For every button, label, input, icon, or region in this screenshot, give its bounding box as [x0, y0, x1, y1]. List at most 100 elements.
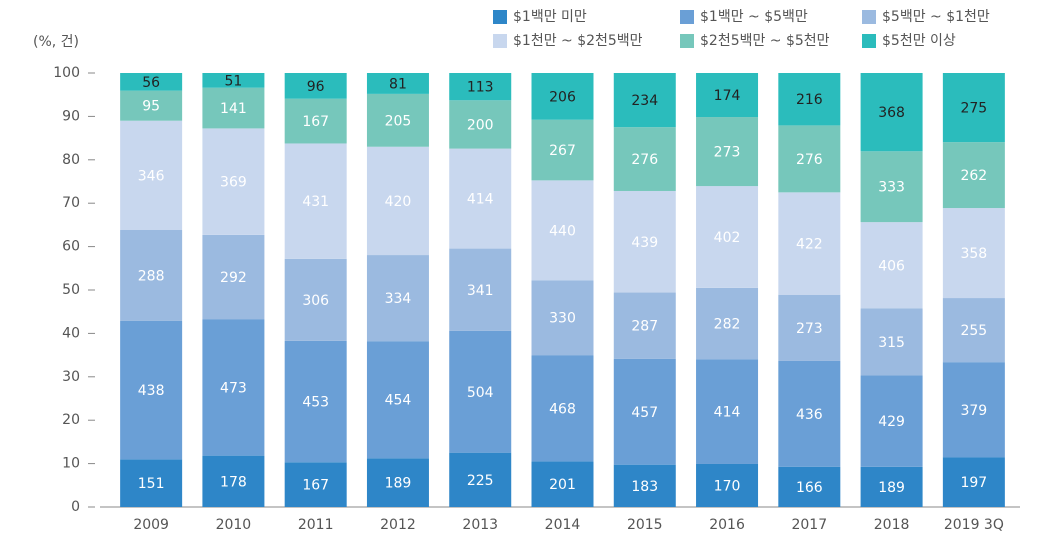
y-tick-label: 20: [62, 412, 80, 428]
bar-segment: [860, 308, 923, 376]
bar-segment: [778, 360, 841, 467]
data-label: 457: [631, 405, 658, 421]
data-label: 200: [467, 117, 494, 133]
data-label: 368: [878, 105, 905, 121]
bar-segment: [778, 192, 841, 295]
legend-label: $1천만 ~ $2천5백만: [513, 33, 643, 49]
bar-segment: [449, 100, 512, 149]
data-label: 402: [714, 230, 741, 246]
data-label: 292: [220, 270, 247, 286]
y-tick-label: 30: [62, 369, 80, 385]
y-tick-label: 10: [62, 456, 80, 472]
bar-segment: [860, 222, 923, 309]
bar-segment: [449, 248, 512, 331]
data-label: 255: [960, 323, 987, 339]
bar-segment: [120, 229, 183, 321]
data-label: 95: [142, 99, 160, 115]
data-label: 276: [631, 152, 658, 168]
legend-swatch: [493, 10, 507, 24]
x-tick-label: 2009: [133, 517, 169, 533]
legend-swatch: [862, 34, 876, 48]
bar-segment: [202, 73, 265, 88]
bar-segment: [860, 375, 923, 467]
bar-segment: [120, 73, 183, 91]
bar-segment: [613, 464, 676, 507]
bar-segment: [449, 330, 512, 453]
data-label: 81: [389, 76, 407, 92]
bar-segment: [696, 359, 759, 464]
data-label: 234: [631, 93, 658, 109]
bar-segment: [778, 294, 841, 361]
bar-segment: [120, 320, 183, 460]
bar-segment: [696, 186, 759, 288]
x-tick-label: 2015: [627, 517, 663, 533]
data-label: 414: [714, 405, 741, 421]
data-label: 273: [796, 321, 823, 337]
bar-segment: [120, 459, 183, 507]
legend-swatch: [680, 10, 694, 24]
bar-segment: [202, 128, 265, 235]
bar-segment: [613, 358, 676, 465]
data-label: 189: [385, 476, 412, 492]
data-label: 205: [385, 113, 412, 129]
data-label: 56: [142, 75, 160, 91]
x-tick-label: 2018: [874, 517, 910, 533]
bar-segment: [202, 319, 265, 456]
y-tick-label: 60: [62, 239, 80, 255]
data-label: 473: [220, 380, 247, 396]
data-label: 206: [549, 89, 576, 105]
data-label: 183: [631, 479, 658, 495]
bar-segment: [284, 98, 347, 144]
bar-segment: [202, 234, 265, 320]
y-tick-label: 50: [62, 282, 80, 298]
bar-segment: [531, 180, 594, 281]
data-label: 287: [631, 319, 658, 335]
data-label: 201: [549, 477, 576, 493]
data-label: 276: [796, 152, 823, 168]
bar-segment: [202, 455, 265, 507]
data-label: 178: [220, 474, 247, 490]
bar-segment: [449, 452, 512, 507]
bar-segment: [284, 73, 347, 99]
data-label: 369: [220, 175, 247, 191]
bar-segment: [778, 73, 841, 126]
bar-segment: [778, 466, 841, 507]
data-label: 504: [467, 385, 494, 401]
bar-segment: [942, 457, 1005, 507]
bar-segment: [284, 143, 347, 259]
data-label: 275: [960, 101, 987, 117]
data-label: 468: [549, 401, 576, 417]
bar-segment: [531, 73, 594, 120]
data-label: 330: [549, 311, 576, 327]
x-tick-label: 2013: [462, 517, 498, 533]
bar-segment: [942, 73, 1005, 143]
bar-segment: [613, 127, 676, 191]
bar-segment: [284, 340, 347, 463]
x-tick-label: 2010: [216, 517, 252, 533]
y-unit-label: (%, 건): [33, 34, 79, 50]
data-label: 113: [467, 80, 494, 96]
data-label: 422: [796, 237, 823, 253]
y-tick-label: 100: [53, 65, 80, 81]
bar-segment: [366, 93, 429, 147]
legend-label: $1백만 ~ $5백만: [700, 9, 808, 25]
data-label: 315: [878, 335, 905, 351]
legend-label: $5천만 이상: [882, 33, 956, 49]
bar-segment: [942, 362, 1005, 458]
x-tick-label: 2014: [545, 517, 581, 533]
data-label: 440: [549, 223, 576, 239]
bar-segment: [696, 117, 759, 187]
x-tick-label: 2017: [791, 517, 827, 533]
bar-segment: [531, 280, 594, 356]
bar-segment: [449, 73, 512, 101]
data-label: 346: [138, 168, 165, 184]
x-tick-label: 2012: [380, 517, 416, 533]
bar-segment: [942, 208, 1005, 299]
bar-segment: [778, 125, 841, 193]
bar-segment: [284, 258, 347, 341]
bar-segment: [942, 298, 1005, 363]
data-label: 225: [467, 473, 494, 489]
x-tick-label: 2016: [709, 517, 745, 533]
data-label: 273: [714, 145, 741, 161]
bar-segment: [613, 73, 676, 128]
